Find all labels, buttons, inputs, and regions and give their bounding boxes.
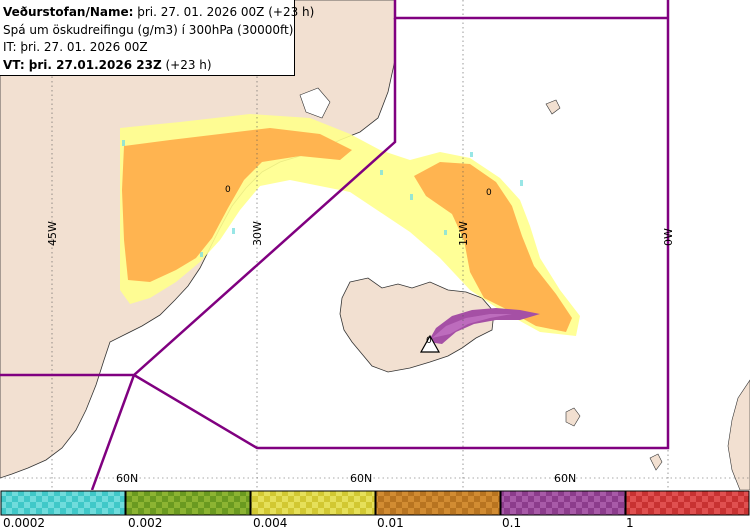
legend-label-5: 1 bbox=[626, 516, 634, 530]
valid-time-line: VT: þri. 27.01.2026 23Z (+23 h) bbox=[3, 57, 290, 75]
jan-mayen bbox=[545, 99, 561, 115]
norway-land bbox=[727, 379, 750, 490]
contour-label-west: 0 bbox=[225, 185, 231, 195]
initial-time: IT: þri. 27. 01. 2026 00Z bbox=[3, 40, 148, 54]
forecast-description: Spá um öskudreifingu (g/m3) í 300hPa (30… bbox=[3, 22, 294, 37]
greenland-fjord bbox=[299, 87, 331, 119]
valid-time-prefix: VT: þri. 27.01.2026 23Z bbox=[3, 57, 162, 72]
agency-line: Veðurstofan/Name: þri. 27. 01. 2026 00Z … bbox=[3, 4, 314, 22]
shetland-islands bbox=[649, 453, 663, 471]
lon-label-0w: 0W bbox=[662, 228, 675, 246]
ash-mid-east bbox=[414, 162, 572, 332]
fir-boundary bbox=[0, 0, 670, 490]
legend-label-1: 0.002 bbox=[128, 516, 163, 530]
lon-label-30w: 30W bbox=[251, 221, 264, 246]
volcano-triangle-icon bbox=[419, 334, 441, 353]
lat-label-3: 60N bbox=[554, 472, 576, 485]
ash-mid-west bbox=[122, 128, 352, 282]
ash-dispersion-map: 45W 30W 15W 0W 60N 60N 60N 0 0 0 bbox=[0, 0, 750, 490]
legend-label-0: 0.0002 bbox=[3, 516, 45, 530]
legend-swatch-2 bbox=[250, 490, 376, 516]
valid-time-suffix: (+23 h) bbox=[161, 57, 212, 72]
ash-high-core bbox=[432, 314, 512, 338]
lat-label-2: 60N bbox=[350, 472, 372, 485]
legend-swatch-1 bbox=[125, 490, 251, 516]
lon-label-45w: 45W bbox=[46, 221, 59, 246]
legend-swatch-4 bbox=[500, 490, 626, 516]
legend-label-4: 0.1 bbox=[502, 516, 522, 530]
iceland-land bbox=[339, 277, 495, 373]
legend-swatch-5 bbox=[625, 490, 750, 516]
contour-label-east: 0 bbox=[486, 188, 492, 198]
agency-prefix: Veðurstofan/Name: bbox=[3, 5, 134, 19]
agency-value: þri. 27. 01. 2026 00Z (+23 h) bbox=[133, 5, 315, 19]
contour-label-volcano: 0 bbox=[426, 336, 432, 346]
forecast-info-box: Veðurstofan/Name: þri. 27. 01. 2026 00Z … bbox=[0, 0, 314, 76]
ash-high-plume bbox=[428, 308, 540, 344]
legend-label-2: 0.004 bbox=[253, 516, 288, 530]
lon-label-15w: 15W bbox=[457, 221, 470, 246]
legend-swatch-0 bbox=[0, 490, 126, 516]
lat-label-1: 60N bbox=[116, 472, 138, 485]
concentration-legend bbox=[0, 490, 750, 516]
legend-swatch-3 bbox=[375, 490, 501, 516]
legend-label-3: 0.01 bbox=[377, 516, 404, 530]
faroe-islands bbox=[565, 407, 581, 427]
